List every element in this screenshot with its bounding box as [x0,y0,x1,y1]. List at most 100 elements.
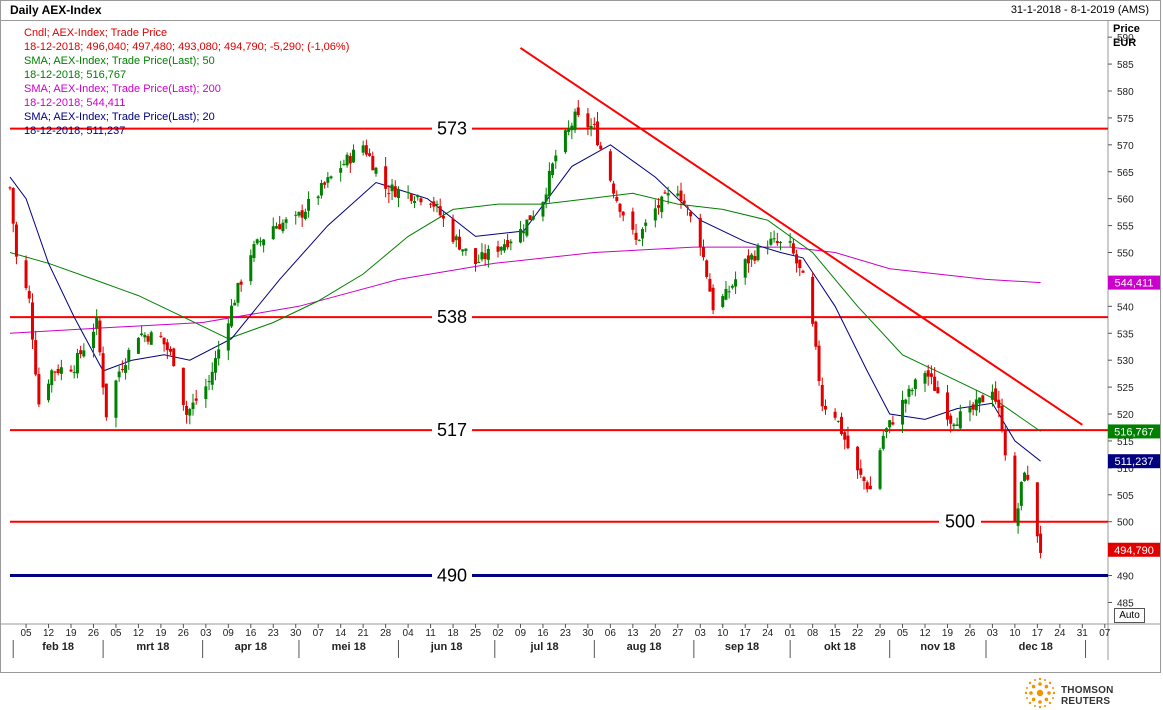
candle-body [823,405,827,410]
legend-line-sma50-values: 18-12-2018; 516,767 [24,69,127,81]
candle-body [798,259,802,269]
month-label: feb 18 [42,641,74,653]
candle-body [53,371,57,373]
candle-body [554,155,558,162]
candle-body [342,163,346,165]
candle-body [169,348,173,352]
candle-body [477,261,481,263]
candle-body [836,420,840,422]
candle-body [955,424,959,426]
candle-body [114,380,118,418]
candle-body [284,219,288,223]
candle-body [1013,455,1017,522]
month-label: jul 18 [529,641,558,653]
y-tick-label: 550 [1117,249,1134,260]
candle-body [544,194,548,202]
candle-body [933,376,937,391]
x-tick-label: 26 [964,628,976,639]
candle-body [769,238,773,245]
candle-body [846,435,850,449]
candle-body [101,353,105,388]
candle-body [210,371,214,385]
candle-body [413,201,417,203]
level-label-517: 517 [437,420,467,440]
candle-body [451,218,455,242]
y-tick-label: 570 [1117,141,1134,152]
candle-body [907,388,911,397]
x-tick-label: 12 [133,628,145,639]
x-tick-label: 11 [425,628,436,639]
candle-body [59,367,63,374]
candle-body [339,168,343,173]
candle-body [502,244,506,251]
x-tick-label: 30 [582,628,594,639]
candle-body [249,255,253,282]
candle-body [1016,508,1020,526]
candle-body [30,302,34,340]
x-tick-label: 07 [313,628,325,639]
candle-body [149,332,153,345]
x-tick-label: 09 [515,628,527,639]
candle-body [429,203,433,205]
candle-body [621,211,625,216]
candle-body [300,210,304,218]
chart-canvas[interactable]: 4854904955005055105155205255305355405455… [0,0,1163,673]
month-label: okt 18 [824,641,856,653]
candle-body [14,224,18,257]
candle-body [258,241,262,243]
x-tick-label: 25 [470,628,482,639]
candle-body [384,166,388,189]
candle-body [432,201,436,207]
month-label: mrt 18 [136,641,169,653]
x-tick-label: 14 [335,628,347,639]
candle-body [409,194,413,201]
x-tick-label: 17 [1032,628,1044,639]
level-label-538: 538 [437,307,467,327]
candle-body [1000,405,1004,431]
x-tick-label: 22 [852,628,864,639]
candle-body [24,260,28,288]
candle-body [952,424,956,427]
candle-body [904,399,908,404]
candle-body [596,121,600,146]
axis-unit-currency: EUR [1113,37,1137,49]
y-tick-label: 535 [1117,329,1134,340]
candle-body [997,399,1001,408]
candle-body [204,386,208,400]
x-tick-label: 03 [200,628,212,639]
candle-body [464,248,468,251]
x-tick-label: 27 [672,628,684,639]
candle-body [499,246,503,251]
candle-body [297,212,301,216]
candle-body [136,337,140,354]
candle-body [865,482,869,490]
candle-body [82,350,86,357]
chart-frame [0,0,1161,673]
candle-body [368,153,372,156]
candle-body [143,334,147,338]
candle-body [162,337,166,345]
candle-body [586,113,590,128]
candle-body [194,398,198,401]
candle-body [185,406,189,415]
candle-body [666,193,670,196]
sma-200-line [9,246,1041,334]
x-tick-label: 09 [223,628,235,639]
candle-body [525,219,529,236]
candle-body [913,379,917,390]
auto-scale-button[interactable]: Auto [1114,608,1145,623]
candle-body [371,156,375,171]
month-label: aug 18 [627,641,662,653]
candle-body [945,392,949,420]
candle-body [441,215,445,219]
candle-body [974,399,978,411]
candle-body [416,195,420,198]
candle-body [387,193,391,195]
candle-body [274,226,278,229]
candle-body [307,198,311,211]
y-tick-label: 555 [1117,222,1134,233]
candle-body [69,369,73,372]
candle-body [705,260,709,277]
candle-body [1003,429,1007,456]
legend-line-sma20-values: 18-12-2018; 511,237 [24,125,126,137]
